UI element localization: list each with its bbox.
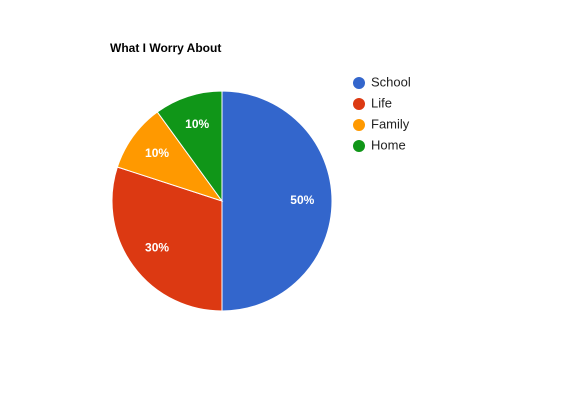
pie-slice (156, 90, 223, 203)
legend-swatch (353, 119, 365, 131)
pie-slice (111, 166, 223, 312)
data-label: 50% (290, 193, 314, 207)
legend-swatch (353, 98, 365, 110)
legend-swatch (353, 140, 365, 152)
legend-swatch (353, 77, 365, 89)
pie-slice (221, 90, 333, 312)
data-label: 10% (185, 117, 209, 131)
legend-label: Home (371, 137, 406, 152)
legend-label: Life (371, 95, 392, 110)
chart-title: What I Worry About (110, 41, 221, 55)
data-label: 30% (145, 240, 169, 254)
legend-label: Family (371, 116, 410, 131)
legend-label: School (371, 74, 411, 89)
data-label: 10% (145, 146, 169, 160)
